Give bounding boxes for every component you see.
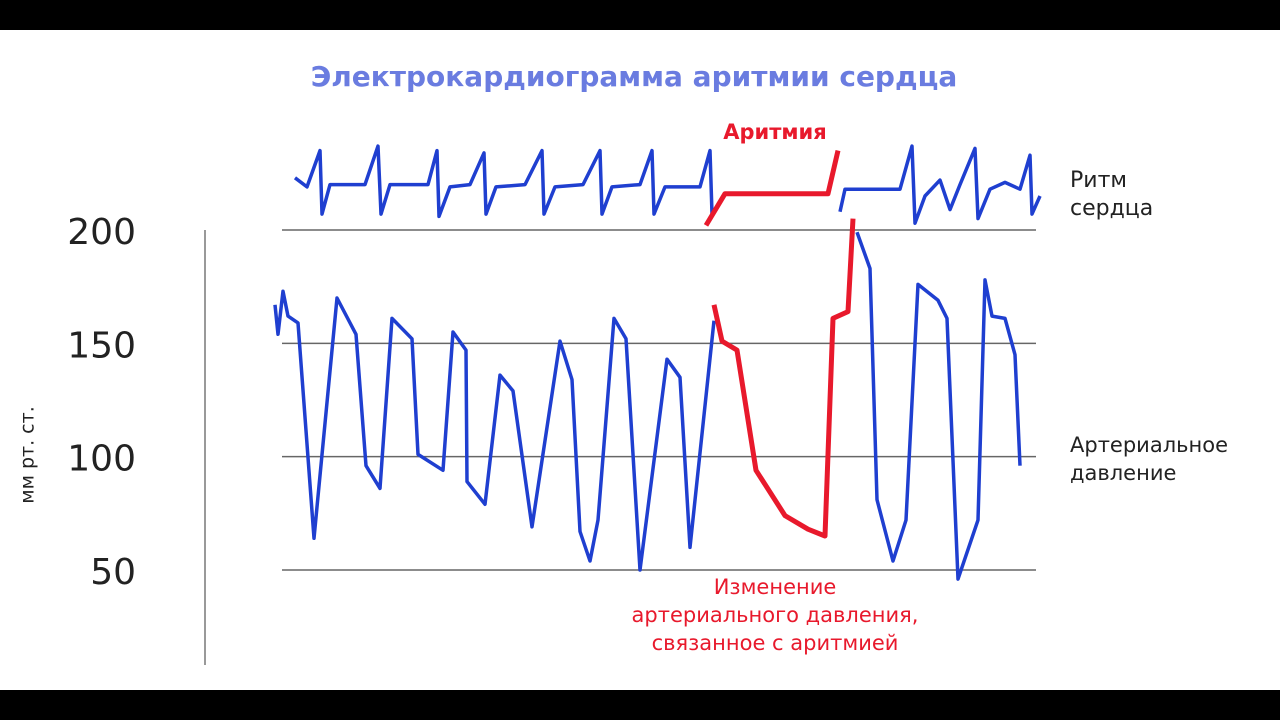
annotation: сердца bbox=[1070, 196, 1153, 221]
series-line bbox=[711, 218, 856, 539]
annotation: давление bbox=[1070, 461, 1176, 485]
series-line bbox=[273, 289, 716, 572]
annotation: Ритм bbox=[1070, 168, 1127, 193]
annotation: связанное с аритмией bbox=[652, 631, 899, 655]
y-tick-label: 50 bbox=[90, 552, 136, 593]
series-line bbox=[838, 144, 1042, 225]
annotation: Артериальное bbox=[1070, 433, 1228, 457]
annotation: артериального давления, bbox=[632, 603, 919, 627]
annotation: Аритмия bbox=[723, 120, 827, 144]
annotation: Изменение bbox=[714, 575, 837, 599]
canvas bbox=[0, 30, 1280, 690]
y-tick-label: 150 bbox=[67, 325, 136, 366]
chart-title: Электрокардиограмма аритмии сердца bbox=[311, 60, 958, 93]
series-line bbox=[703, 150, 841, 227]
y-axis-label: мм рт. ст. bbox=[17, 406, 39, 503]
series-line bbox=[293, 144, 714, 219]
y-tick-label: 100 bbox=[67, 439, 136, 480]
series-line bbox=[855, 231, 1022, 581]
y-tick-label: 200 bbox=[67, 212, 136, 253]
